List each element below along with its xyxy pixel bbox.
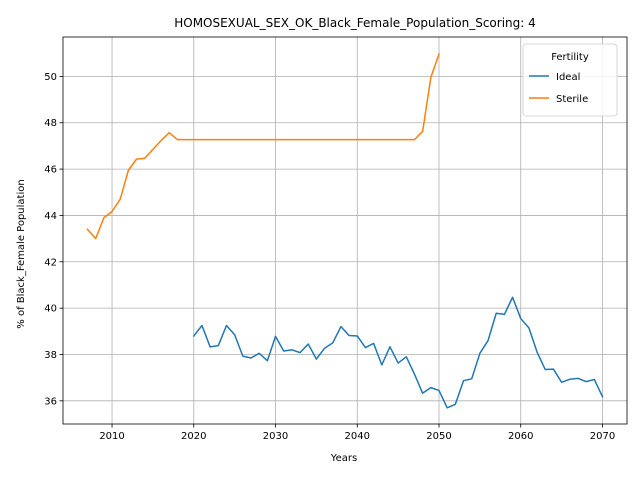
y-tick-label: 40 [44, 304, 57, 315]
x-tick-label: 2060 [508, 431, 533, 442]
x-tick-label: 2020 [181, 431, 206, 442]
y-tick-label: 38 [44, 350, 57, 361]
x-tick-label: 2050 [426, 431, 451, 442]
series-lines [86, 52, 604, 409]
x-tick-label: 2010 [99, 431, 124, 442]
axis-ticks: 2010 2020 2030 2040 2050 2060 2070 36 38 40 42 44 46… [44, 72, 615, 442]
y-tick-label: 46 [44, 165, 57, 176]
legend: Fertility Ideal Sterile [522, 43, 618, 117]
x-tick-label: 2070 [590, 431, 615, 442]
y-tick-label: 44 [44, 211, 57, 222]
y-tick-label: 36 [44, 396, 57, 407]
y-axis-label: % of Black_Female Population [16, 179, 27, 328]
x-tick-label: 2030 [263, 431, 288, 442]
x-axis-label: Years [330, 453, 357, 464]
y-tick-label: 42 [44, 257, 57, 268]
x-tick-label: 2040 [345, 431, 370, 442]
legend-label-ideal: Ideal [556, 72, 580, 83]
legend-title: Fertility [551, 52, 589, 63]
grid [63, 37, 627, 424]
series-line-sterile [86, 52, 440, 240]
y-tick-label: 48 [44, 118, 57, 129]
chart-title: HOMOSEXUAL_SEX_OK_Black_Female_Populatio… [174, 16, 536, 30]
series-line-ideal [192, 296, 604, 409]
legend-label-sterile: Sterile [556, 94, 588, 105]
y-tick-label: 50 [44, 72, 57, 83]
plot-frame [62, 36, 628, 425]
